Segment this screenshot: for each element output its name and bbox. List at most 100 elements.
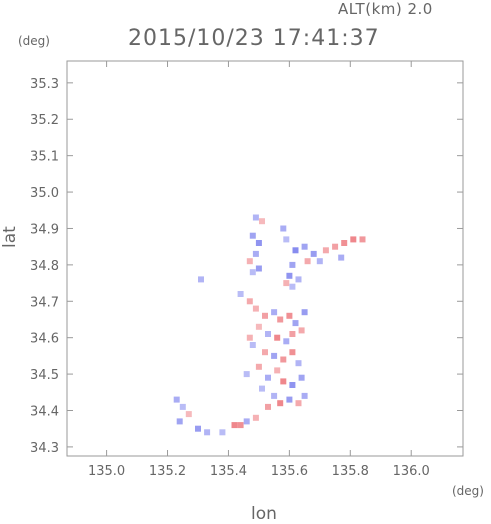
timestamp-title: 2015/10/23 17:41:37 xyxy=(128,26,380,51)
data-point xyxy=(265,374,271,381)
data-point xyxy=(292,247,299,254)
y-tick-label: 35.2 xyxy=(30,113,59,128)
data-point xyxy=(338,254,345,261)
data-point xyxy=(265,331,271,337)
data-point xyxy=(271,309,278,316)
y-axis-unit: (deg) xyxy=(18,34,50,48)
y-tick-label: 34.5 xyxy=(30,368,59,383)
data-point xyxy=(286,272,293,279)
data-point xyxy=(286,396,293,403)
data-point xyxy=(252,250,259,257)
y-tick-label: 35.1 xyxy=(30,150,59,165)
data-point xyxy=(280,378,287,385)
y-tick-label: 35.3 xyxy=(30,77,59,92)
data-point xyxy=(249,342,256,348)
data-point xyxy=(246,258,253,265)
data-point xyxy=(179,403,186,410)
data-point xyxy=(301,243,308,250)
data-point xyxy=(316,258,323,265)
data-point xyxy=(304,258,311,265)
data-point xyxy=(246,334,253,341)
data-point xyxy=(243,371,250,378)
data-point xyxy=(246,298,253,305)
data-point xyxy=(185,411,192,418)
data-point xyxy=(255,265,262,272)
data-point xyxy=(295,276,302,283)
data-point xyxy=(298,374,305,381)
data-point xyxy=(359,236,366,243)
data-point xyxy=(252,214,259,221)
data-point xyxy=(255,323,262,330)
data-point xyxy=(249,269,256,276)
data-point xyxy=(292,320,299,327)
y-tick-label: 34.3 xyxy=(30,441,59,456)
altitude-label: ALT(km) 2.0 xyxy=(338,0,433,18)
data-point xyxy=(295,400,302,407)
x-axis-unit: (deg) xyxy=(452,484,484,498)
data-points xyxy=(173,214,366,436)
data-point xyxy=(255,240,262,246)
data-point xyxy=(298,327,305,334)
data-point xyxy=(289,382,296,388)
data-point xyxy=(283,338,290,345)
data-point xyxy=(243,418,250,425)
data-point xyxy=(289,283,296,290)
data-point xyxy=(231,422,238,429)
y-tick-label: 34.4 xyxy=(30,404,59,419)
data-point xyxy=(252,414,259,421)
plot-frame xyxy=(66,60,464,457)
data-point xyxy=(252,305,259,312)
data-point xyxy=(274,334,281,341)
data-point xyxy=(237,291,244,297)
data-point xyxy=(262,349,268,356)
data-point xyxy=(249,232,256,239)
data-point xyxy=(271,352,278,359)
data-point xyxy=(277,316,284,323)
data-point xyxy=(176,418,183,425)
data-point xyxy=(204,429,211,436)
y-tick-label: 34.8 xyxy=(30,259,59,274)
data-point xyxy=(283,236,290,243)
data-point xyxy=(173,396,180,403)
x-axis-label: lon xyxy=(251,504,277,524)
x-tick-label: 135.8 xyxy=(332,464,369,479)
data-point xyxy=(280,225,287,232)
data-point xyxy=(286,312,293,319)
data-point xyxy=(277,400,284,407)
data-point xyxy=(274,367,281,374)
data-point xyxy=(310,250,317,257)
data-point xyxy=(289,349,296,356)
axis-ticks: 135.0 135.2 135.4 135.6 135.8 136.0 34.3 34.4 34… xyxy=(30,61,463,479)
y-tick-label: 34.6 xyxy=(30,332,59,347)
data-point xyxy=(301,309,308,316)
data-point xyxy=(289,331,296,337)
x-tick-label: 135.0 xyxy=(88,464,125,479)
data-point xyxy=(322,247,329,254)
data-point xyxy=(301,392,308,399)
x-tick-label: 136.0 xyxy=(393,464,430,479)
data-point xyxy=(350,236,357,243)
data-point xyxy=(283,280,290,287)
y-tick-label: 35.0 xyxy=(30,186,59,201)
x-tick-label: 135.6 xyxy=(271,464,308,479)
x-tick-label: 135.2 xyxy=(149,464,186,479)
data-point xyxy=(262,312,268,319)
data-point xyxy=(237,422,244,429)
data-point xyxy=(295,360,302,367)
data-point xyxy=(259,385,265,392)
y-tick-label: 34.9 xyxy=(30,222,59,237)
data-point xyxy=(195,425,201,432)
data-point xyxy=(219,429,226,436)
data-point xyxy=(289,261,296,268)
data-point xyxy=(280,356,287,363)
data-point xyxy=(341,240,348,246)
data-point xyxy=(198,276,204,283)
data-point xyxy=(271,392,278,399)
x-tick-label: 135.4 xyxy=(210,464,247,479)
data-point xyxy=(265,403,271,410)
y-tick-label: 34.7 xyxy=(30,295,59,310)
data-point xyxy=(332,243,339,250)
data-point xyxy=(255,363,262,370)
data-point xyxy=(259,218,265,225)
